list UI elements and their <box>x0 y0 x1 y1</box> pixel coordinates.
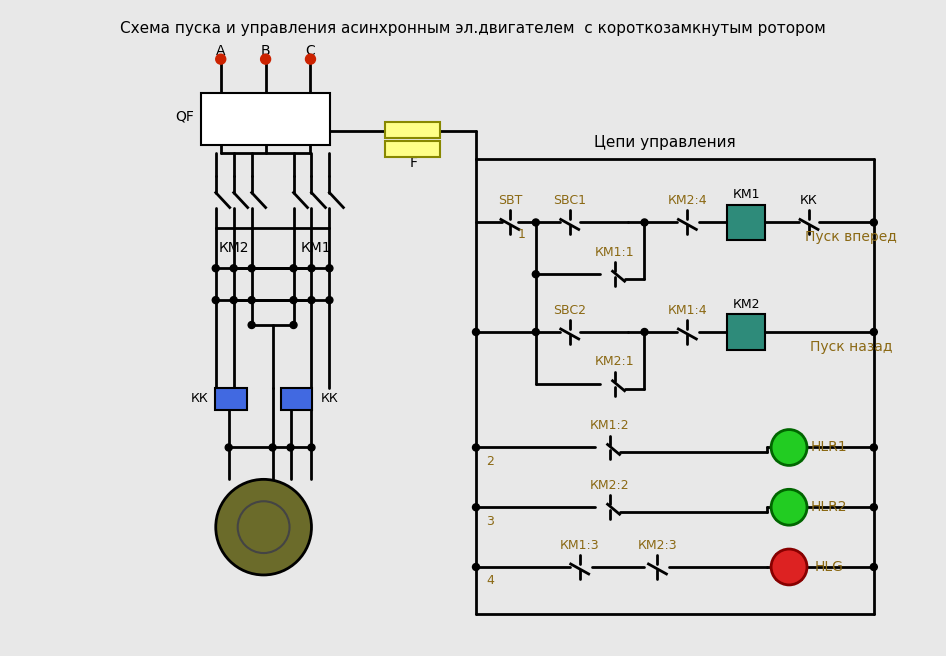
Text: 4: 4 <box>486 575 494 587</box>
Text: КМ2:1: КМ2:1 <box>595 356 635 369</box>
Text: КК: КК <box>800 194 818 207</box>
Text: КМ2: КМ2 <box>732 298 760 310</box>
Text: Пуск вперед: Пуск вперед <box>805 230 897 245</box>
Circle shape <box>261 54 271 64</box>
Text: HLG: HLG <box>815 560 844 574</box>
Circle shape <box>771 430 807 465</box>
Bar <box>385 141 440 157</box>
Circle shape <box>870 564 877 571</box>
Text: КМ2:3: КМ2:3 <box>638 539 677 552</box>
Bar <box>281 388 312 409</box>
Text: КМ1:3: КМ1:3 <box>560 539 600 552</box>
Circle shape <box>290 297 297 304</box>
Text: 2: 2 <box>486 455 494 468</box>
Text: КК: КК <box>321 392 339 405</box>
Circle shape <box>533 271 539 277</box>
Text: КМ2:4: КМ2:4 <box>668 194 708 207</box>
Circle shape <box>326 265 333 272</box>
Circle shape <box>641 329 648 335</box>
Circle shape <box>641 219 648 226</box>
Circle shape <box>870 504 877 511</box>
Text: SBC2: SBC2 <box>553 304 587 317</box>
Circle shape <box>212 297 219 304</box>
Circle shape <box>306 54 315 64</box>
Circle shape <box>216 54 226 64</box>
Circle shape <box>230 297 237 304</box>
Circle shape <box>230 265 237 272</box>
Circle shape <box>870 444 877 451</box>
Circle shape <box>290 265 297 272</box>
Text: HLR1: HLR1 <box>811 440 848 455</box>
Circle shape <box>290 321 297 329</box>
Circle shape <box>771 489 807 525</box>
Circle shape <box>225 444 232 451</box>
Text: Схема пуска и управления асинхронным эл.двигателем  с короткозамкнутым ротором: Схема пуска и управления асинхронным эл.… <box>120 21 826 36</box>
Circle shape <box>287 444 294 451</box>
Text: SBT: SBT <box>498 194 522 207</box>
Text: 1: 1 <box>517 228 526 241</box>
Circle shape <box>248 321 255 329</box>
Text: КК: КК <box>191 392 209 405</box>
Circle shape <box>771 549 807 585</box>
Circle shape <box>472 504 480 511</box>
Text: КМ1: КМ1 <box>300 241 331 255</box>
Text: КМ1:2: КМ1:2 <box>589 419 629 432</box>
Circle shape <box>308 444 315 451</box>
Circle shape <box>870 219 877 226</box>
Circle shape <box>870 329 877 335</box>
Text: КМ1: КМ1 <box>732 188 760 201</box>
Circle shape <box>308 265 315 272</box>
Bar <box>727 314 765 350</box>
Text: КМ2:2: КМ2:2 <box>589 479 629 492</box>
Circle shape <box>248 297 255 304</box>
Text: КМ1:1: КМ1:1 <box>595 246 635 259</box>
Bar <box>727 205 765 240</box>
Text: A: A <box>216 44 225 58</box>
Text: КМ1:4: КМ1:4 <box>668 304 708 317</box>
Circle shape <box>533 219 539 226</box>
Text: КМ2: КМ2 <box>219 241 249 255</box>
Text: Пуск назад: Пуск назад <box>810 340 892 354</box>
Circle shape <box>216 480 311 575</box>
Circle shape <box>308 297 315 304</box>
Bar <box>385 122 440 138</box>
Text: C: C <box>306 44 315 58</box>
Text: М: М <box>254 517 273 537</box>
Bar <box>201 93 330 145</box>
Text: QF: QF <box>175 110 194 124</box>
Circle shape <box>326 297 333 304</box>
Text: 3: 3 <box>486 515 494 527</box>
Circle shape <box>533 329 539 335</box>
Text: Цепи управления: Цепи управления <box>594 135 735 150</box>
Circle shape <box>248 265 255 272</box>
Circle shape <box>472 564 480 571</box>
Text: F: F <box>410 155 417 170</box>
Circle shape <box>237 501 289 553</box>
Text: B: B <box>261 44 271 58</box>
Text: SBC1: SBC1 <box>553 194 587 207</box>
Circle shape <box>269 444 276 451</box>
Text: HLR2: HLR2 <box>811 501 848 514</box>
Circle shape <box>212 265 219 272</box>
Bar <box>215 388 247 409</box>
Circle shape <box>472 329 480 335</box>
Circle shape <box>472 444 480 451</box>
